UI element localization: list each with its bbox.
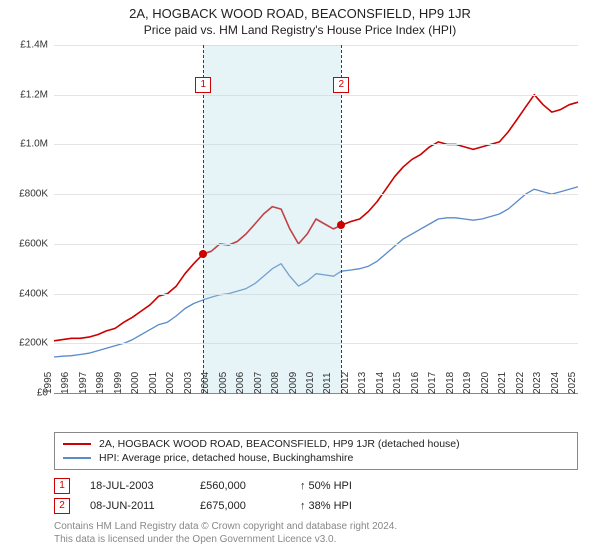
x-axis-label: 2018	[445, 372, 456, 394]
event-number-box: 2	[54, 498, 70, 514]
y-axis-label: £1.0M	[20, 139, 48, 150]
event-pct-change: 50% HPI	[300, 480, 390, 492]
x-axis-label: 2023	[532, 372, 543, 394]
x-axis-label: 2014	[375, 372, 386, 394]
events-table: 1 18-JUL-2003 £560,000 50% HPI 2 08-JUN-2011 £…	[54, 476, 578, 516]
x-axis-label: 2017	[427, 372, 438, 394]
titles: 2A, HOGBACK WOOD ROAD, BEACONSFIELD, HP9…	[0, 0, 600, 37]
event-marker-dot	[337, 221, 345, 229]
x-axis-label: 1997	[78, 372, 89, 394]
event-number-box: 1	[54, 478, 70, 494]
legend-row: 2A, HOGBACK WOOD ROAD, BEACONSFIELD, HP9…	[63, 437, 569, 451]
x-axis-label: 2020	[480, 372, 491, 394]
footer-line-1: Contains HM Land Registry data © Crown c…	[54, 520, 578, 533]
footer-attribution: Contains HM Land Registry data © Crown c…	[54, 520, 578, 546]
x-axis-label: 2021	[497, 372, 508, 394]
x-axis-label: 2008	[270, 372, 281, 394]
x-axis-label: 1996	[60, 372, 71, 394]
shaded-region	[203, 45, 341, 393]
x-axis-label: 2010	[305, 372, 316, 394]
y-axis-label: £1.4M	[20, 40, 48, 51]
x-axis-label: 1998	[95, 372, 106, 394]
event-line	[341, 45, 342, 393]
x-axis-label: 2003	[183, 372, 194, 394]
x-axis-label: 2024	[550, 372, 561, 394]
legend-row: HPI: Average price, detached house, Buck…	[63, 451, 569, 465]
x-axis-label: 2002	[165, 372, 176, 394]
event-line	[203, 45, 204, 393]
x-axis-label: 2025	[567, 372, 578, 394]
y-axis-label: £400K	[19, 288, 48, 299]
event-box-label: 2	[333, 77, 349, 93]
x-axis-label: 2005	[218, 372, 229, 394]
y-axis-label: £600K	[19, 238, 48, 249]
legend-swatch	[63, 443, 91, 445]
x-axis-label: 2006	[235, 372, 246, 394]
x-axis-label: 2009	[288, 372, 299, 394]
x-axis-label: 2001	[148, 372, 159, 394]
x-axis-label: 2000	[130, 372, 141, 394]
y-axis-label: £800K	[19, 189, 48, 200]
legend-box: 2A, HOGBACK WOOD ROAD, BEACONSFIELD, HP9…	[54, 432, 578, 470]
x-axis-label: 1999	[113, 372, 124, 394]
event-box-label: 1	[195, 77, 211, 93]
x-axis-label: 2022	[515, 372, 526, 394]
x-axis-label: 2012	[340, 372, 351, 394]
chart-container: 2A, HOGBACK WOOD ROAD, BEACONSFIELD, HP9…	[0, 0, 600, 560]
footer-line-2: This data is licensed under the Open Gov…	[54, 533, 578, 546]
chart-title: 2A, HOGBACK WOOD ROAD, BEACONSFIELD, HP9…	[0, 6, 600, 21]
x-axis-label: 2019	[462, 372, 473, 394]
x-axis-label: 2004	[200, 372, 211, 394]
chart-subtitle: Price paid vs. HM Land Registry's House …	[0, 23, 600, 37]
y-axis-label: £200K	[19, 338, 48, 349]
legend-label: HPI: Average price, detached house, Buck…	[99, 452, 353, 464]
x-axis-ticks: 1995199619971998199920002001200220032004…	[54, 394, 578, 430]
event-pct-change: 38% HPI	[300, 500, 390, 512]
x-axis-label: 2011	[322, 372, 333, 394]
event-marker-dot	[199, 250, 207, 258]
x-axis-label: 2013	[357, 372, 368, 394]
event-price: £560,000	[200, 480, 280, 492]
event-row: 2 08-JUN-2011 £675,000 38% HPI	[54, 496, 578, 516]
x-axis-label: 2015	[392, 372, 403, 394]
y-axis-label: £1.2M	[20, 89, 48, 100]
event-date: 08-JUN-2011	[90, 500, 180, 512]
event-price: £675,000	[200, 500, 280, 512]
x-axis-label: 2007	[253, 372, 264, 394]
event-date: 18-JUL-2003	[90, 480, 180, 492]
legend-swatch	[63, 457, 91, 459]
x-axis-label: 1995	[43, 372, 54, 394]
chart-plot-area: £0£200K£400K£600K£800K£1.0M£1.2M£1.4M12	[54, 45, 578, 394]
event-row: 1 18-JUL-2003 £560,000 50% HPI	[54, 476, 578, 496]
legend-label: 2A, HOGBACK WOOD ROAD, BEACONSFIELD, HP9…	[99, 438, 460, 450]
x-axis-label: 2016	[410, 372, 421, 394]
